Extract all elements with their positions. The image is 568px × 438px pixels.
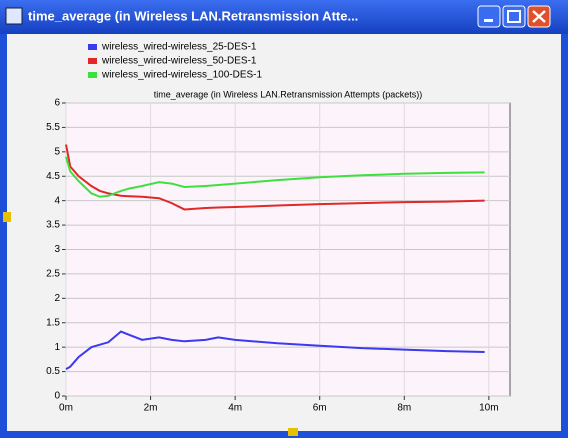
maximize-icon: [507, 10, 521, 23]
y-tick-label: 1: [54, 342, 60, 353]
y-tick-label: 4.5: [46, 171, 60, 182]
x-tick-label: 10m: [479, 403, 498, 414]
legend-label: wireless_wired-wireless_50-DES-1: [101, 56, 257, 67]
legend-swatch: [88, 44, 97, 50]
y-tick-label: 1.5: [46, 317, 60, 328]
y-tick-label: 0: [54, 391, 60, 402]
minimize-button[interactable]: [477, 5, 501, 28]
maximize-button[interactable]: [502, 5, 526, 28]
y-tick-label: 5: [54, 146, 60, 157]
resize-handle: [3, 212, 11, 222]
x-tick-label: 0m: [59, 403, 73, 414]
x-tick-label: 4m: [228, 403, 242, 414]
line: [65, 330, 485, 371]
minimize-icon: [484, 19, 493, 22]
chart-title: time_average (in Wireless LAN.Retransmis…: [154, 89, 423, 99]
close-icon: [532, 10, 546, 23]
legend-label: wireless_wired-wireless_25-DES-1: [101, 42, 257, 53]
y-tick-label: 2.5: [46, 269, 60, 280]
y-tick-label: 3.5: [46, 220, 60, 231]
y-tick-label: 2: [54, 293, 60, 304]
x-tick-label: 2m: [144, 403, 158, 414]
y-tick-label: 0.5: [46, 366, 60, 377]
title-bar: [0, 0, 568, 34]
x-tick-label: 8m: [397, 403, 411, 414]
legend-swatch: [88, 58, 97, 64]
y-tick-label: 6: [54, 98, 60, 109]
window-icon: [5, 7, 23, 25]
x-tick-label: 6m: [313, 403, 327, 414]
y-tick-label: 3: [54, 244, 60, 255]
legend-label: wireless_wired-wireless_100-DES-1: [101, 70, 262, 81]
legend-swatch: [88, 72, 97, 78]
line: [65, 156, 485, 198]
y-tick-label: 4: [54, 195, 60, 206]
resize-handle: [288, 428, 298, 436]
y-tick-label: 5.5: [46, 122, 60, 133]
line: [65, 144, 485, 211]
window-title: time_average (in Wireless LAN.Retransmis…: [28, 8, 358, 23]
